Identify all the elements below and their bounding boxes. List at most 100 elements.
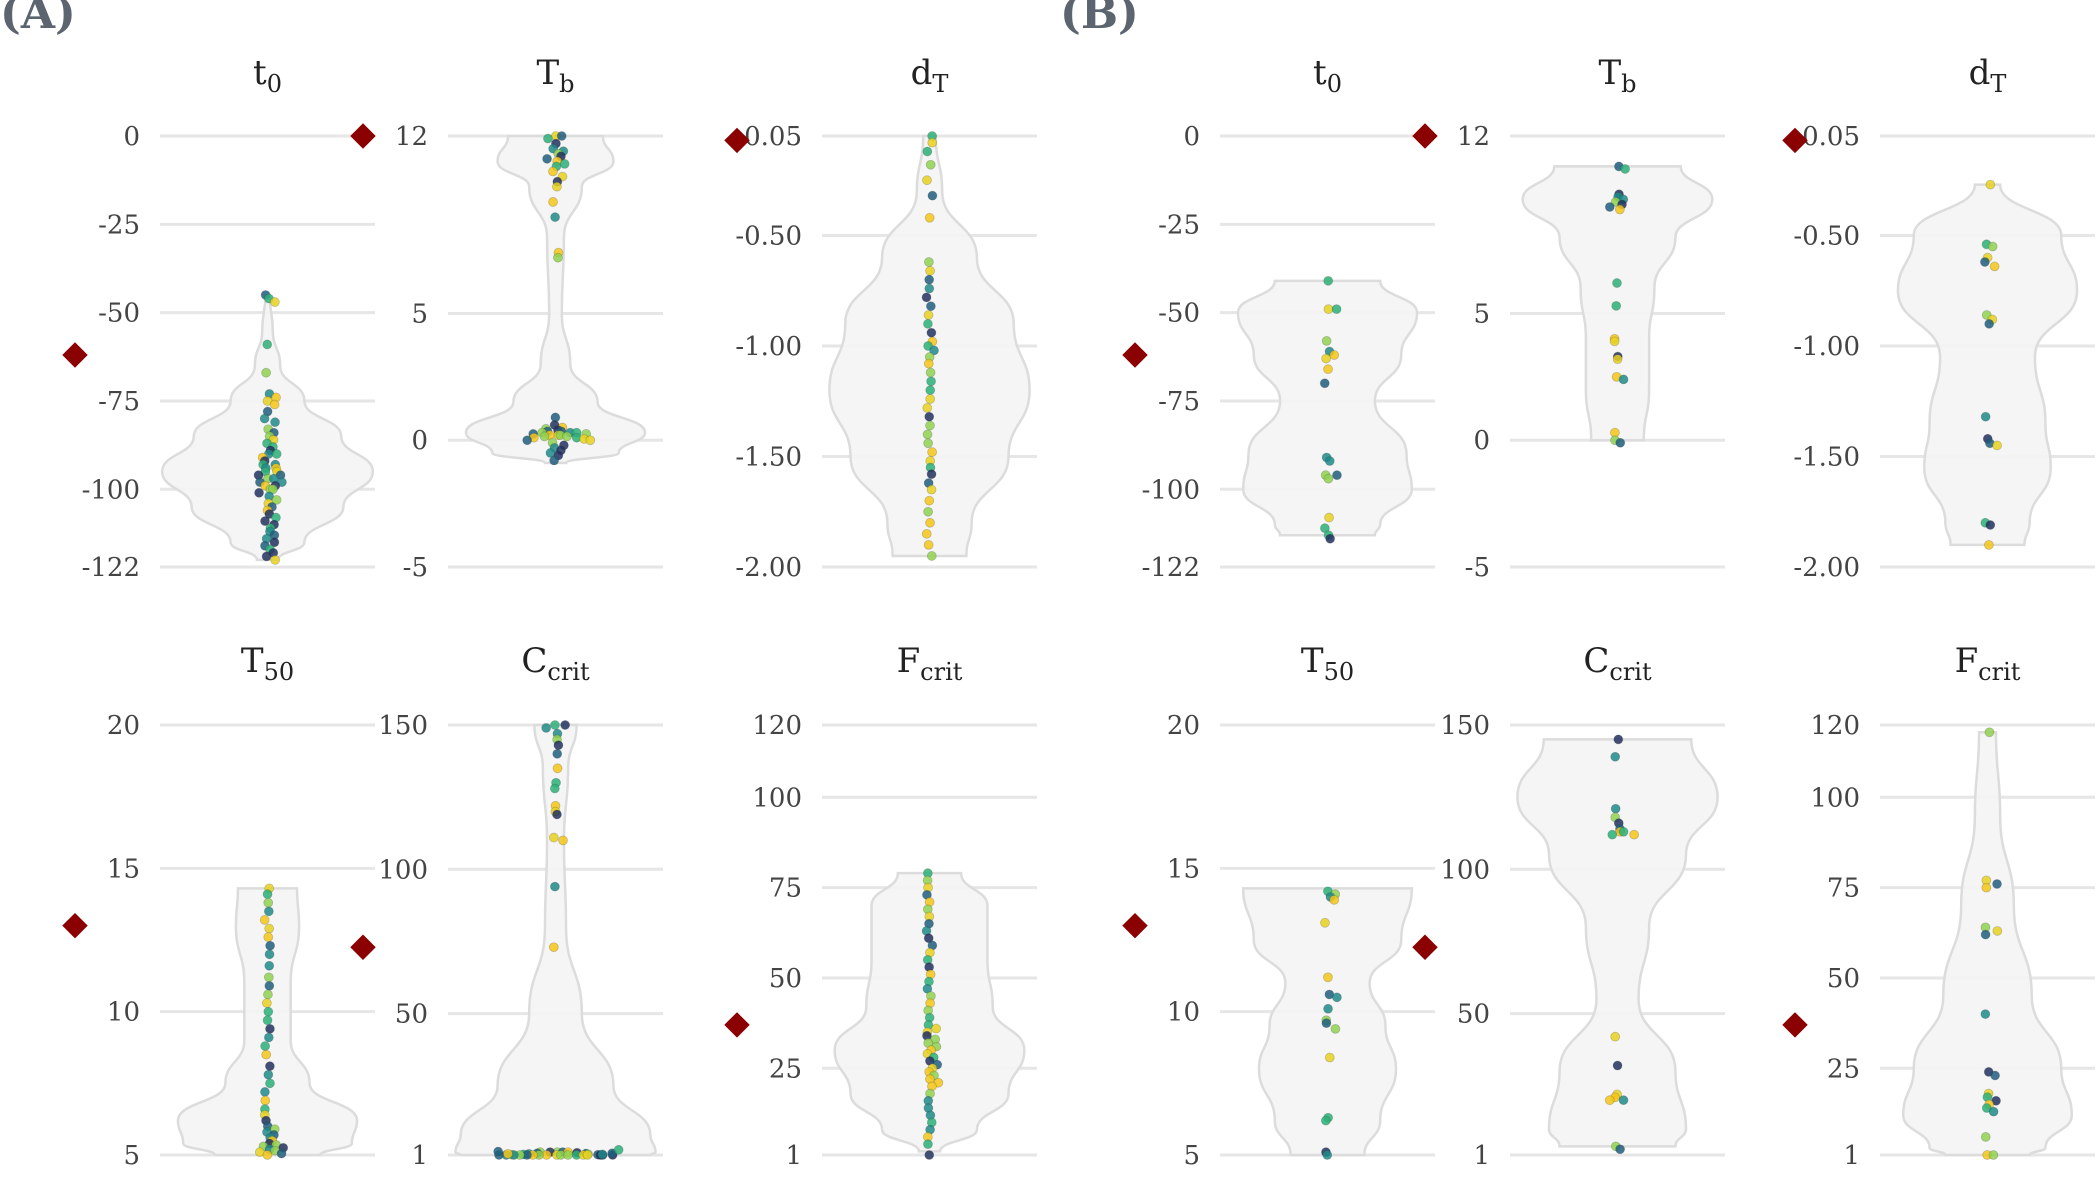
data-point <box>276 1148 287 1159</box>
data-point <box>262 1150 273 1160</box>
data-point <box>263 1006 274 1017</box>
data-point <box>270 555 281 565</box>
reference-marker <box>1122 342 1148 368</box>
data-point <box>1329 894 1340 905</box>
data-point <box>1324 512 1334 523</box>
data-point <box>560 720 571 730</box>
data-point <box>563 1150 573 1160</box>
y-tick-label: 5 <box>1473 299 1490 329</box>
data-point <box>265 940 276 951</box>
y-tick-label: -0.50 <box>1793 221 1860 251</box>
data-point <box>926 376 936 387</box>
y-tick-label: -122 <box>1142 553 1200 583</box>
data-point <box>1323 972 1333 983</box>
y-tick-label: 5 <box>123 1141 140 1171</box>
data-point <box>556 131 567 141</box>
data-point <box>1322 1150 1333 1160</box>
data-point <box>263 897 274 908</box>
data-point <box>931 1023 942 1034</box>
data-point <box>923 1139 933 1150</box>
data-point <box>549 455 560 466</box>
violin-shape <box>1901 730 2074 1157</box>
reference-marker <box>350 934 376 960</box>
data-point <box>1618 374 1629 385</box>
data-point <box>926 327 937 338</box>
data-point <box>562 431 572 442</box>
y-tick-label: -0.05 <box>1793 122 1860 152</box>
y-tick-label: -25 <box>98 210 140 240</box>
data-point <box>269 537 280 548</box>
y-tick-label: -0.05 <box>735 122 802 152</box>
subplot-4: Tb 12 5 0 -5 <box>1412 53 1725 583</box>
violin-shape <box>1236 279 1419 537</box>
data-point <box>1604 1095 1615 1106</box>
subplot-1: Tb 12 5 0 -5 <box>350 53 663 583</box>
data-point <box>1610 803 1621 814</box>
data-point <box>923 506 934 517</box>
y-tick-label: 25 <box>1827 1054 1860 1084</box>
subplot-title: Tb <box>1598 53 1636 98</box>
data-point <box>264 960 275 971</box>
data-point <box>1980 929 1991 940</box>
data-point <box>1319 378 1330 389</box>
y-tick-label: -122 <box>82 553 140 583</box>
data-point <box>922 175 932 186</box>
data-point <box>1987 241 1998 252</box>
data-point <box>264 923 275 934</box>
y-tick-label: 25 <box>769 1054 802 1084</box>
data-point <box>1321 336 1332 346</box>
data-point <box>1320 1115 1331 1126</box>
subplot-0: t0 0 -25 -50 -75 -100 -122 <box>62 53 375 583</box>
data-point <box>926 484 937 495</box>
data-point <box>926 551 937 561</box>
y-tick-label: 10 <box>107 998 140 1028</box>
data-point <box>1620 164 1631 174</box>
y-tick-label: 50 <box>1457 1000 1490 1030</box>
data-point <box>1990 1070 2000 1081</box>
y-tick-label: -100 <box>1142 475 1200 505</box>
data-point <box>548 166 558 177</box>
data-point <box>1604 202 1615 212</box>
data-point <box>1615 437 1626 448</box>
data-point <box>259 413 270 424</box>
data-point <box>925 420 935 431</box>
data-point <box>923 358 934 369</box>
data-point <box>541 722 552 733</box>
data-point <box>1984 318 1995 329</box>
data-point <box>1331 304 1342 315</box>
subplot-2: dT -0.05 -0.50 -1.00 -1.50 -2.00 <box>724 53 1037 583</box>
data-point <box>923 539 934 550</box>
data-point <box>542 153 552 164</box>
data-point <box>1989 261 2000 272</box>
y-tick-label: -1.00 <box>1793 332 1860 362</box>
data-point <box>924 212 935 223</box>
reference-marker <box>1412 934 1438 960</box>
data-point <box>260 1087 270 1097</box>
y-tick-label: 100 <box>752 783 802 813</box>
y-tick-label: 100 <box>378 855 428 885</box>
data-point <box>1981 882 1992 893</box>
data-point <box>613 1144 624 1155</box>
y-tick-label: 75 <box>1827 874 1860 904</box>
data-point <box>269 297 280 307</box>
data-point <box>550 212 560 223</box>
data-point <box>1332 992 1342 1003</box>
subplot-title: Ccrit <box>521 641 590 686</box>
data-point <box>926 469 937 480</box>
y-tick-label: -5 <box>1465 553 1490 583</box>
data-point <box>263 1069 274 1080</box>
data-point <box>1320 917 1330 928</box>
subplot-title: dT <box>911 53 949 98</box>
data-point <box>924 495 935 506</box>
data-point <box>921 292 932 303</box>
data-point <box>261 1049 272 1060</box>
data-point <box>925 367 936 378</box>
data-point <box>1985 520 1996 530</box>
data-point <box>1980 1009 1991 1019</box>
data-point <box>1992 440 2002 451</box>
subplot-5: dT -0.05 -0.50 -1.00 -1.50 -2.00 <box>1782 53 2095 583</box>
subplot-title: Ccrit <box>1583 641 1652 686</box>
y-tick-label: -2.00 <box>1793 553 1860 583</box>
data-point <box>1985 179 1996 190</box>
subplot-title: T50 <box>241 641 294 686</box>
